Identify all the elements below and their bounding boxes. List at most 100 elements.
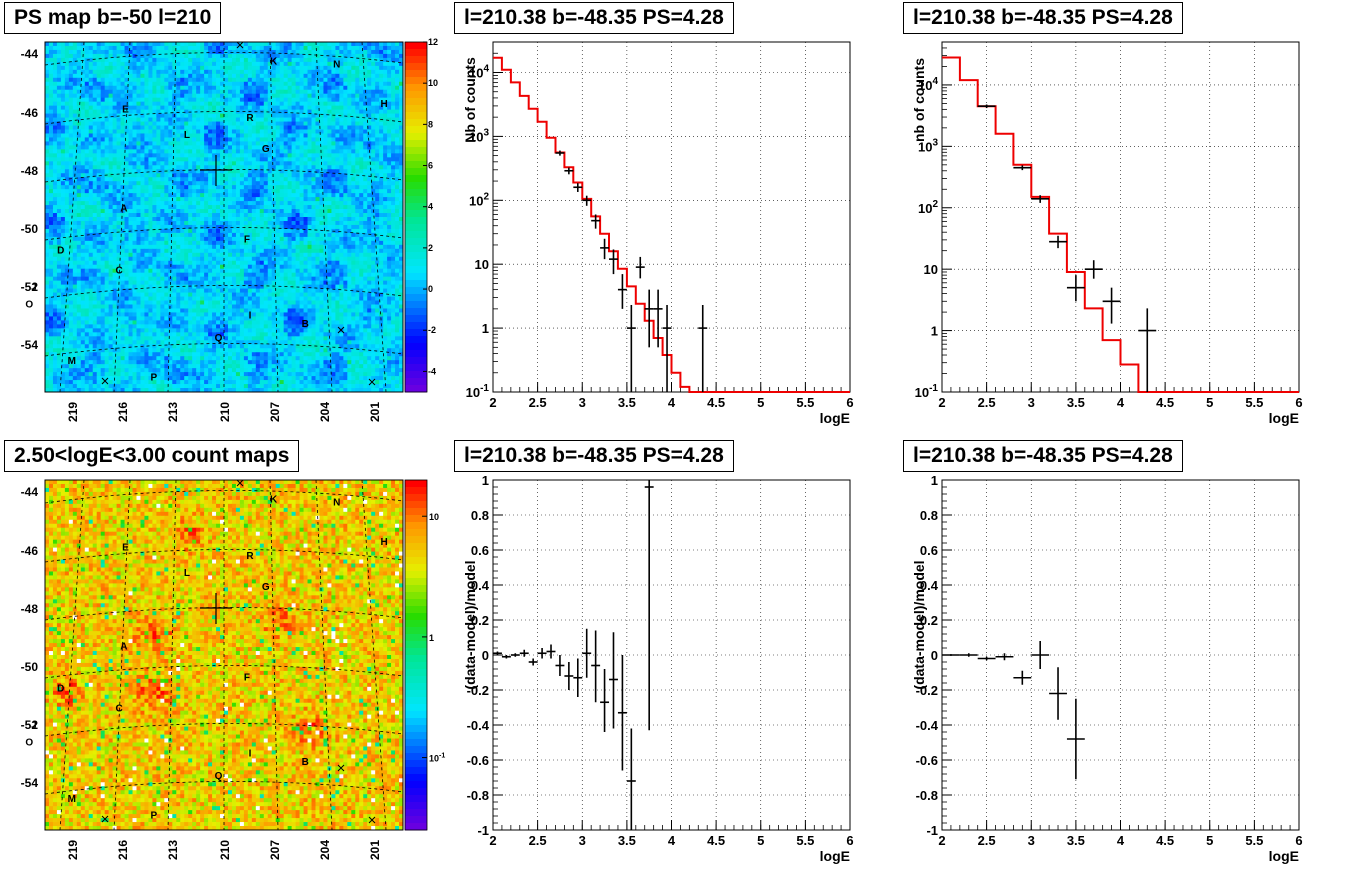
source-label: L [184,130,190,141]
x-tick-label: 4.5 [707,833,725,848]
l-line [269,41,279,393]
color-bar-label: -4 [428,366,436,376]
map-plot-area [45,42,404,393]
y-tick-label: -0.2 [916,683,938,698]
x-tick-label: 2 [489,833,496,848]
map-x-tick-label: 204 [318,840,332,860]
map-y-tick-label: -50 [21,222,39,236]
map-x-tick-label: 213 [166,402,180,422]
source-label: F [244,672,250,683]
x-tick-label: 2 [938,833,945,848]
x-tick-label: 2.5 [529,833,547,848]
map-y-tick-label: -54 [21,338,39,352]
x-tick-label: 3 [1028,833,1035,848]
x-axis-title: logE [1269,410,1299,426]
counts-spectrum-rebinned-title: l=210.38 b=-48.35 PS=4.28 [903,2,1183,34]
source-label: I [249,749,252,760]
x-tick-label: 5 [1206,395,1213,410]
map-x-tick-label: 210 [218,840,232,860]
y-axis-title: (data-model)/model [911,560,927,689]
source-label: H [380,537,387,548]
residuals-pad: 2 2.5 3 3.5 4 4.5 5 5.5 6 -1 -0.8 -0.6 -0.4 -0.2 0 0.2 0… [462,473,854,864]
y-tick-label: 0.4 [920,578,939,593]
graticule [44,41,404,393]
y-tick-label: 0.8 [471,508,489,523]
cross-marker [337,764,345,772]
y-axis-title: (data-model)/model [462,560,478,689]
source-label: E [122,543,129,554]
source-label: F [244,234,250,245]
x-tick-label: 3.5 [1067,395,1085,410]
x-tick-label: 3.5 [1067,833,1085,848]
l-line [269,479,279,831]
l-line [113,479,131,831]
x-tick-label: 2.5 [978,395,996,410]
source-label: R [246,113,254,124]
plot-frame [492,41,851,393]
y-tick-label: 1 [482,473,489,488]
color-bar-label: 10 [428,78,438,88]
map-x-tick-label: 201 [368,402,382,422]
x-tick-label: 5 [757,395,764,410]
color-bar-label: 10-1 [429,753,445,764]
map-y-tick-label: -46 [21,544,39,558]
source-label: A [120,203,127,214]
cross-marker [101,377,109,385]
y-tick-label: 104 [918,76,938,93]
plot-frame [941,479,1300,831]
map-x-tick-label: 207 [268,840,282,860]
source-label: E [122,105,129,116]
y-tick-label: -0.8 [916,788,938,803]
y-tick-label: 0.6 [920,543,938,558]
x-tick-label: 2 [489,395,496,410]
map-x-tick-label: 201 [368,840,382,860]
x-axis-title: logE [820,848,850,864]
x-tick-label: 4 [668,833,676,848]
x-tick-label: 3 [579,395,586,410]
y-tick-label: -1 [477,823,489,838]
map-y-tick-label: -48 [21,164,39,178]
source-label: A [120,641,127,652]
color-bar-label: 0 [428,284,433,294]
source-label: R [246,551,254,562]
color-bar-label: 1 [429,633,434,643]
source-label: P [150,373,157,384]
y-tick-label: 0.4 [471,578,490,593]
y-tick-label: -0.6 [916,753,938,768]
source-position-cross [200,155,232,186]
map-y-tick-label: -54 [21,776,39,790]
x-axis-title: logE [1269,848,1299,864]
source-label: D [57,684,64,695]
source-label: J [31,720,37,731]
y-tick-label: 10-1 [915,383,939,400]
color-bar [405,42,427,393]
x-tick-label: 3 [579,833,586,848]
x-tick-label: 6 [846,395,853,410]
color-bar-label: 4 [428,202,433,212]
source-label: N [333,497,340,508]
l-line [315,479,333,831]
counts-spectrum-pad: 2 2.5 3 3.5 4 4.5 5 5.5 6 10-1 1 10 102 103 104 logE Nb … [462,41,854,426]
y-tick-label: -0.8 [467,788,489,803]
x-tick-label: 3 [1028,395,1035,410]
count-map-pad: -44 -46 -48 -50 -52 -54 219 216 213 210 207 204 201 K… [21,479,445,860]
map-x-tick-label: 216 [116,402,130,422]
source-label: G [262,144,270,155]
x-tick-label: 5.5 [1245,833,1263,848]
y-tick-label: -0.2 [467,683,489,698]
y-tick-label: 103 [918,137,938,154]
x-tick-label: 6 [1295,395,1302,410]
x-tick-label: 6 [846,833,853,848]
source-label: P [150,811,157,822]
source-label: Q [215,333,223,344]
y-tick-label: 102 [469,191,489,208]
y-tick-label: 1 [482,321,489,336]
map-x-tick-label: 204 [318,402,332,422]
source-label: I [249,311,252,322]
y-tick-label: -1 [926,823,938,838]
residuals-rebinned-pad: 2 2.5 3 3.5 4 4.5 5 5.5 6 -1 -0.8 -0.6 -0.4 -0.2 0 0.2 0… [911,473,1303,864]
color-bar-label: -2 [428,325,436,335]
color-bar-label: 10 [429,512,439,522]
map-y-tick-label: -52 [21,280,39,294]
